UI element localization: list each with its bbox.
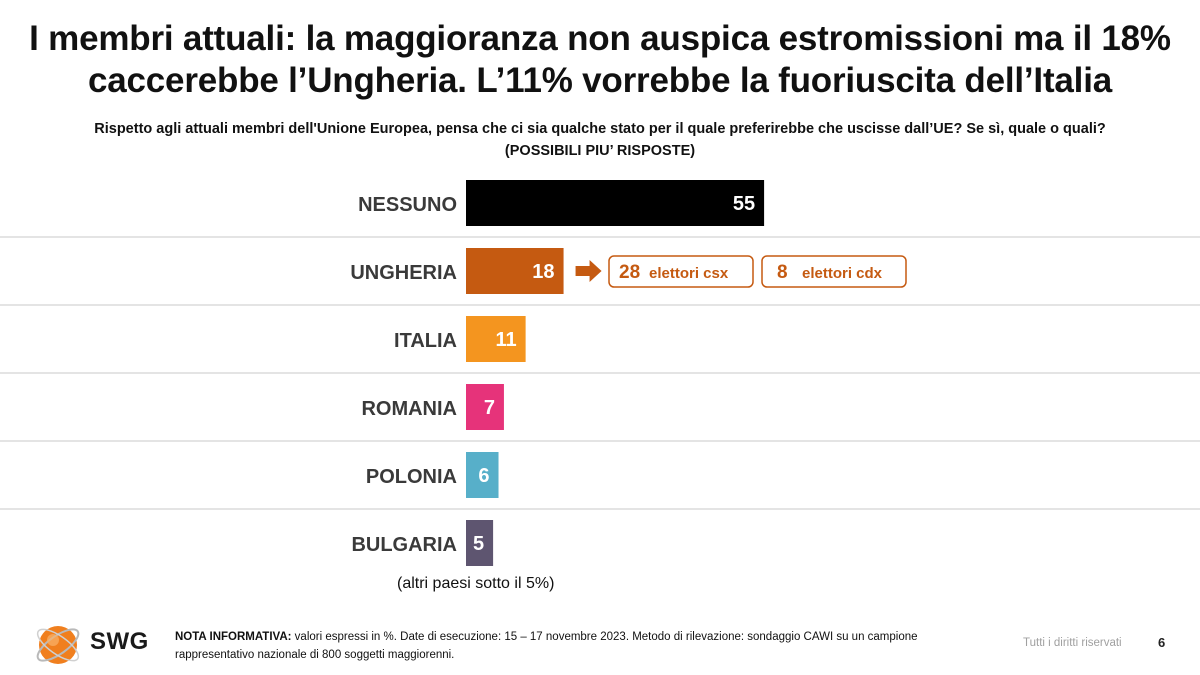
category-label: ITALIA bbox=[394, 330, 457, 352]
callout-arrow-icon bbox=[575, 260, 602, 282]
bar bbox=[466, 452, 499, 498]
data-label: 18 bbox=[532, 261, 554, 283]
category-label: ROMANIA bbox=[361, 398, 457, 420]
bar bbox=[466, 180, 765, 226]
callout-box bbox=[608, 255, 754, 288]
title-line-1: I membri attuali: la maggioranza non aus… bbox=[29, 19, 1171, 58]
data-label: 55 bbox=[733, 193, 755, 215]
question-text: Rispetto agli attuali membri dell'Unione… bbox=[0, 118, 1200, 162]
category-label: BULGARIA bbox=[351, 534, 457, 556]
data-label: 5 bbox=[473, 533, 484, 555]
footnote-label: NOTA INFORMATIVA: bbox=[175, 631, 292, 643]
logo-text: SWG bbox=[90, 628, 149, 655]
category-label: POLONIA bbox=[366, 466, 457, 488]
question-line-2: (POSSIBILI PIU’ RISPOSTE) bbox=[504, 143, 696, 159]
callout-value: 28 bbox=[619, 262, 640, 283]
callout-label: elettori csx bbox=[649, 265, 729, 282]
category-label: NESSUNO bbox=[358, 194, 457, 216]
swg-logo-icon bbox=[33, 620, 83, 675]
category-label: UNGHERIA bbox=[350, 262, 457, 284]
data-label: 11 bbox=[495, 329, 516, 351]
title-line-2: caccerebbe l’Ungheria. L’11% vorrebbe la… bbox=[88, 61, 1112, 100]
callout-value: 8 bbox=[777, 262, 788, 283]
rights-text: Tutti i diritti riservati bbox=[1023, 637, 1122, 649]
footnote-text: valori espressi in %. Date di esecuzione… bbox=[175, 631, 918, 661]
callout-box bbox=[761, 255, 907, 288]
data-label: 6 bbox=[478, 465, 489, 487]
bar bbox=[466, 248, 564, 294]
bar bbox=[466, 384, 504, 430]
bar bbox=[466, 316, 526, 362]
page-number: 6 bbox=[1158, 635, 1166, 650]
chart-annotation: (altri paesi sotto il 5%) bbox=[397, 575, 554, 592]
bar bbox=[466, 520, 494, 566]
data-label: 7 bbox=[484, 397, 495, 419]
question-line-1: Rispetto agli attuali membri dell'Unione… bbox=[94, 121, 1106, 137]
footnote: NOTA INFORMATIVA: valori espressi in %. … bbox=[175, 628, 995, 664]
page-title: I membri attuali: la maggioranza non aus… bbox=[0, 18, 1200, 102]
callout-label: elettori cdx bbox=[802, 265, 883, 282]
